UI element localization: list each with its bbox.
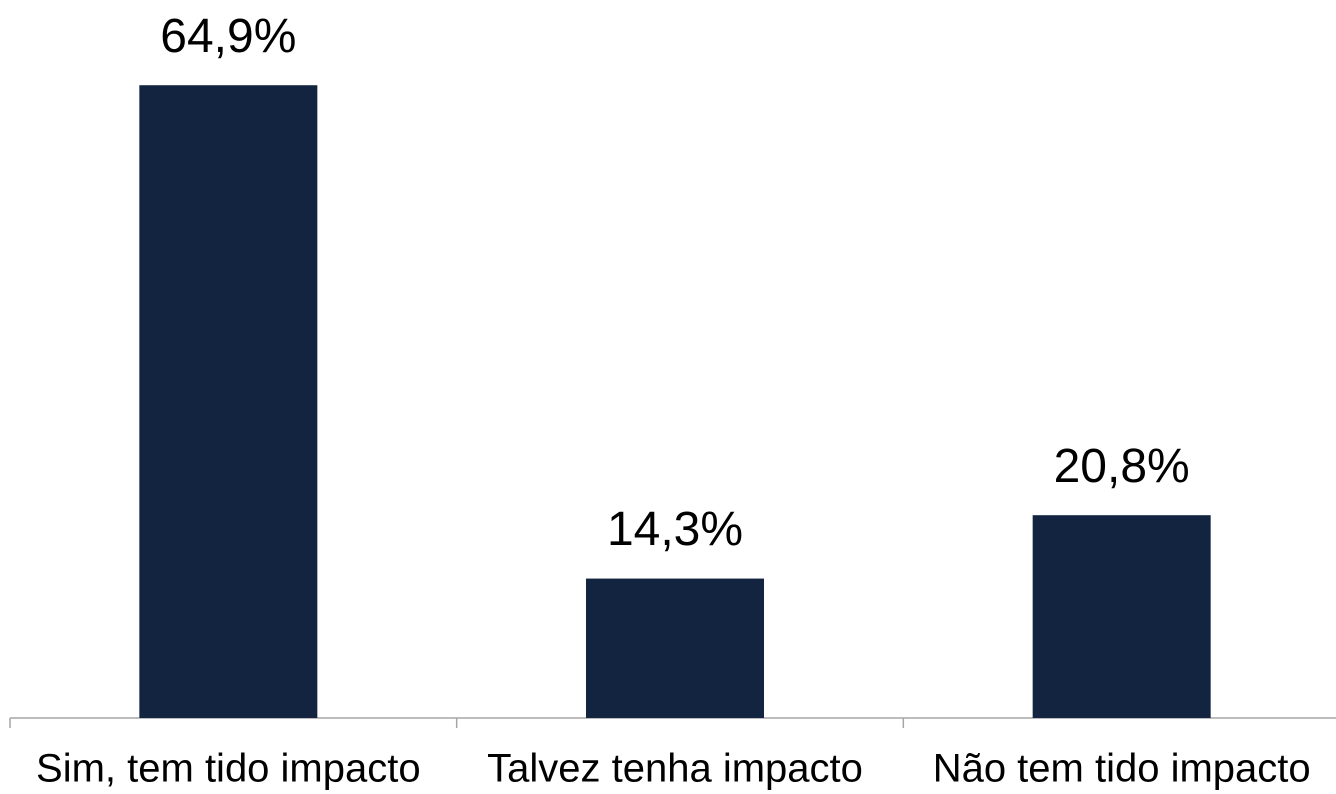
value-label: 14,3% <box>607 503 743 556</box>
bar <box>1032 515 1211 718</box>
bar <box>139 85 318 719</box>
x-tick-label: Talvez tenha impacto <box>487 747 863 791</box>
value-label: 20,8% <box>1054 440 1190 493</box>
x-tick-label: Não tem tido impacto <box>933 747 1311 791</box>
x-tick-label: Sim, tem tido impacto <box>36 747 421 791</box>
bar <box>586 578 764 718</box>
value-label: 64,9% <box>160 10 296 63</box>
